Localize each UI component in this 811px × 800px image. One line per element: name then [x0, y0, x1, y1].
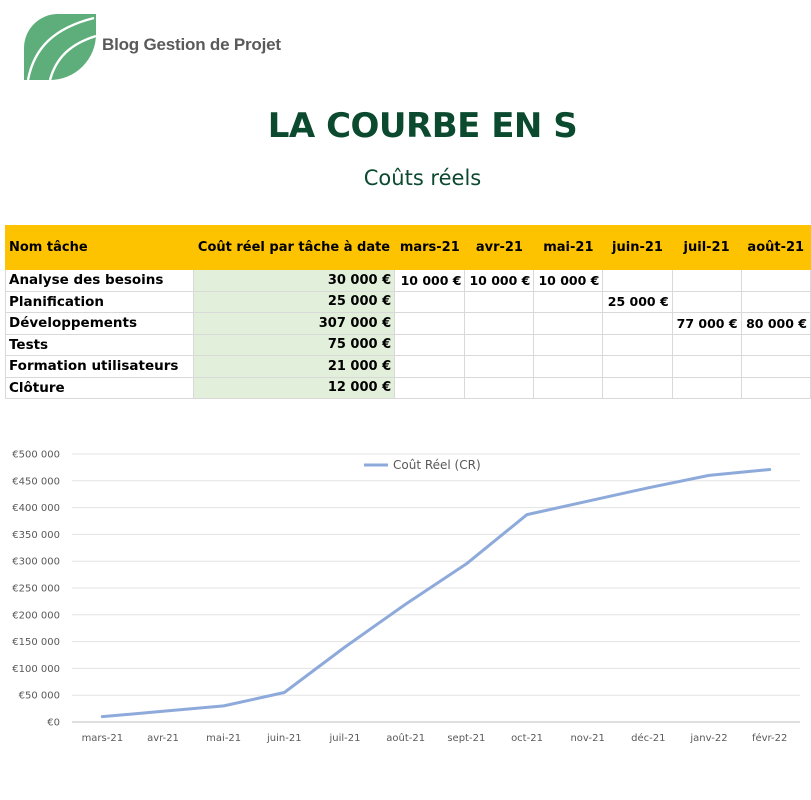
month-cell: [671, 290, 742, 313]
x-tick-label: oct-21: [511, 733, 543, 744]
logo-icon: [24, 14, 96, 80]
month-cell: [602, 333, 673, 356]
month-cell: [740, 290, 811, 313]
task-total: 30 000 €: [192, 269, 396, 292]
month-cell: [602, 376, 673, 399]
table-header-row: Nom tâche Coût réel par tâche à date mar…: [5, 225, 811, 270]
x-tick-label: août-21: [386, 732, 425, 744]
task-name: Tests: [5, 333, 194, 356]
table-row: Tests 75 000 €: [5, 333, 811, 356]
table-row: Clôture 12 000 €: [5, 376, 811, 399]
table-row: Planification 25 000 € 25 000 €: [5, 290, 811, 313]
month-cell: [533, 376, 604, 399]
task-total: 307 000 €: [192, 312, 396, 335]
month-cell: [394, 333, 466, 356]
column-header-month: mai-21: [533, 225, 604, 270]
task-name: Planification: [5, 290, 194, 313]
month-cell: 10 000 €: [533, 269, 604, 292]
series-line: [100, 468, 772, 719]
column-header-total: Coût réel par tâche à date: [192, 225, 396, 270]
y-tick-label: €250 000: [12, 584, 60, 595]
month-cell: [602, 312, 673, 335]
page-subtitle: Coûts réels: [363, 166, 482, 190]
task-name: Développements: [5, 312, 194, 335]
month-cell: [740, 376, 811, 399]
x-tick-label: avr-21: [147, 733, 179, 744]
cost-table: Nom tâche Coût réel par tâche à date mar…: [5, 225, 811, 399]
month-cell: [464, 355, 535, 378]
month-cell: [602, 355, 673, 378]
task-name: Clôture: [5, 376, 194, 399]
month-cell: [671, 333, 742, 356]
column-header-month: août-21: [740, 225, 811, 270]
y-tick-label: €350 000: [12, 530, 60, 541]
month-cell: [394, 290, 466, 313]
month-cell: [671, 355, 742, 378]
month-cell: 10 000 €: [394, 269, 466, 292]
y-tick-label: €500 000: [12, 450, 60, 461]
month-cell: 10 000 €: [464, 269, 535, 292]
month-cell: [394, 376, 466, 399]
month-cell: [671, 269, 742, 292]
task-name: Analyse des besoins: [5, 269, 194, 292]
task-name: Formation utilisateurs: [5, 355, 194, 378]
column-header-month: avr-21: [464, 225, 535, 270]
x-tick-label: janv-22: [689, 733, 727, 744]
column-header-month: juin-21: [602, 225, 673, 270]
month-cell: [740, 333, 811, 356]
month-cell: [740, 269, 811, 292]
month-cell: [464, 290, 535, 313]
month-cell: [533, 312, 604, 335]
legend-label: Coût Réel (CR): [393, 458, 481, 472]
page-title: LA COURBE EN S: [267, 106, 578, 146]
table-row: Formation utilisateurs 21 000 €: [5, 355, 811, 378]
month-cell: [464, 312, 535, 335]
month-cell: [533, 355, 604, 378]
month-cell: [602, 269, 673, 292]
y-tick-label: €400 000: [12, 503, 60, 514]
y-tick-label: €300 000: [12, 557, 60, 568]
s-curve-chart: €0 €50 000 €100 000 €150 000 €200 000 €250 00…: [12, 450, 800, 744]
y-tick-label: €150 000: [12, 637, 60, 648]
task-total: 75 000 €: [192, 333, 396, 356]
column-header-month: juil-21: [671, 225, 742, 270]
table-row: Analyse des besoins 30 000 € 10 000 € 10…: [5, 269, 811, 292]
task-total: 21 000 €: [192, 355, 396, 378]
x-tick-label: sept-21: [447, 733, 485, 744]
logo-text: Blog Gestion de Projet: [102, 35, 281, 54]
task-total: 12 000 €: [192, 376, 396, 399]
y-tick-label: €200 000: [12, 610, 60, 621]
y-tick-label: €100 000: [12, 664, 60, 675]
table-row: Développements 307 000 € 77 000 € 80 000…: [5, 312, 811, 335]
month-cell: [671, 376, 742, 399]
task-total: 25 000 €: [192, 290, 396, 313]
month-cell: [464, 376, 535, 399]
month-cell: 25 000 €: [602, 290, 673, 313]
x-tick-label: mars-21: [82, 733, 124, 744]
month-cell: [740, 355, 811, 378]
y-tick-label: €50 000: [19, 691, 60, 702]
month-cell: [394, 312, 466, 335]
month-cell: [533, 333, 604, 356]
x-tick-label: mai-21: [206, 733, 241, 744]
x-tick-label: juil-21: [328, 733, 360, 744]
month-cell: [464, 333, 535, 356]
y-tick-label: €0: [47, 718, 60, 729]
month-cell: [394, 355, 466, 378]
month-cell: 77 000 €: [671, 312, 742, 335]
month-cell: 80 000 €: [740, 312, 811, 335]
column-header-month: mars-21: [394, 225, 466, 270]
month-cell: [533, 290, 604, 313]
x-tick-label: déc-21: [631, 732, 665, 744]
x-tick-label: nov-21: [570, 733, 604, 744]
column-header-task: Nom tâche: [5, 225, 194, 270]
x-tick-label: juin-21: [266, 733, 302, 744]
x-tick-label: févr-22: [752, 732, 787, 744]
y-tick-label: €450 000: [12, 476, 60, 487]
